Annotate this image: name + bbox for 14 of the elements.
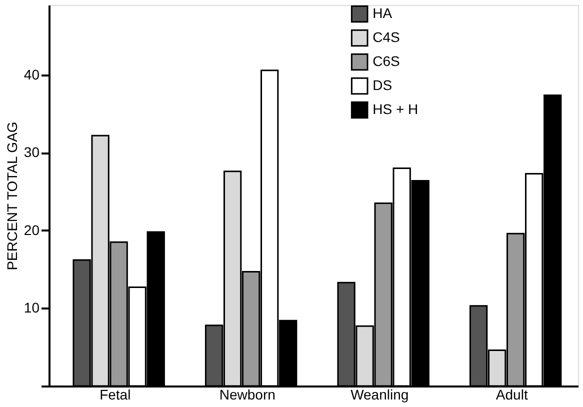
legend-label: C6S xyxy=(372,53,400,69)
y-axis-title: PERCENT TOTAL GAG xyxy=(4,122,20,270)
legend-label: C4S xyxy=(372,29,400,45)
y-tick-label: 40 xyxy=(24,66,40,82)
legend-label: HA xyxy=(372,5,393,21)
x-tick-label: Weanling xyxy=(350,386,409,402)
legend-label: DS xyxy=(372,77,392,93)
x-tick-label: Newborn xyxy=(219,386,276,402)
x-tick-label: Adult xyxy=(496,386,528,402)
x-tick-label: Fetal xyxy=(100,386,131,402)
legend-label: HS + H xyxy=(372,101,418,117)
y-tick-label: 20 xyxy=(24,222,40,238)
y-tick-label: 30 xyxy=(24,144,40,160)
y-tick-label: 10 xyxy=(24,300,40,316)
